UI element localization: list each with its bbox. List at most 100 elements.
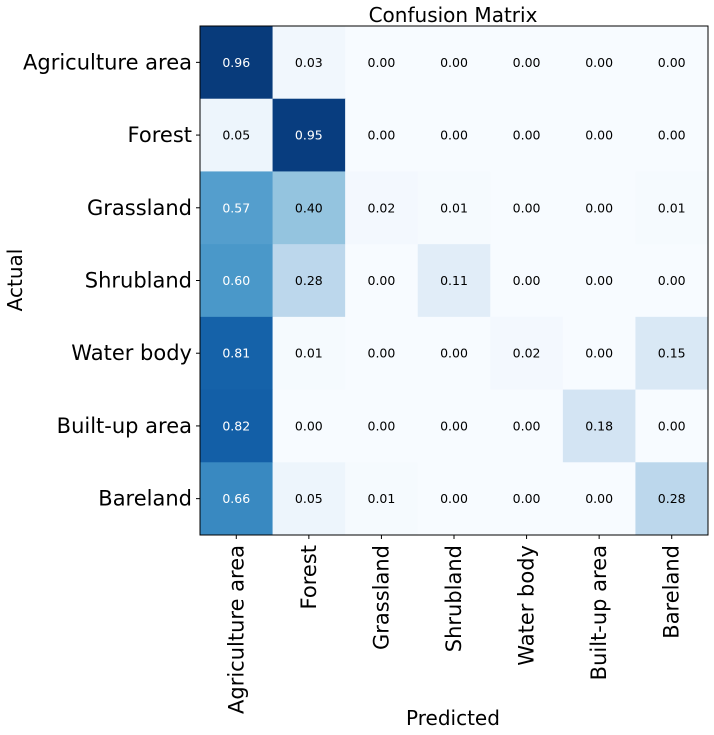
heatmap-cell xyxy=(490,316,564,391)
x-tick-label: Forest xyxy=(297,545,321,609)
heatmap-cell xyxy=(635,171,709,245)
cell-value-label: 0.02 xyxy=(368,200,396,215)
heatmap-cell xyxy=(417,462,491,536)
cell-value-label: 0.15 xyxy=(658,346,686,361)
cell-value-label: 0.40 xyxy=(295,200,323,215)
cell-value-label: 0.02 xyxy=(513,346,541,361)
cell-value-label: 0.00 xyxy=(368,55,396,70)
heatmap-cell xyxy=(635,389,709,463)
heatmap-cell xyxy=(635,244,709,318)
cell-value-label: 0.81 xyxy=(222,346,250,361)
cell-value-label: 0.00 xyxy=(440,491,468,506)
cell-value-label: 0.96 xyxy=(222,55,250,70)
cell-value-label: 0.03 xyxy=(295,55,323,70)
x-tick-label: Agriculture area xyxy=(224,545,248,714)
heatmap-cell xyxy=(200,98,274,172)
heatmap-cell xyxy=(200,244,274,318)
cell-value-label: 0.00 xyxy=(513,55,541,70)
cell-value-label: 0.66 xyxy=(222,491,250,506)
heatmap-cell xyxy=(417,316,491,391)
y-tick-label: Forest xyxy=(128,123,192,147)
cell-value-label: 0.00 xyxy=(513,418,541,433)
y-tick-labels: Agriculture area Forest Grassland Shrubland… xyxy=(23,50,200,511)
heatmap-cell xyxy=(490,462,564,536)
cell-value-label: 0.05 xyxy=(295,491,323,506)
heatmap-cell xyxy=(272,244,346,318)
heatmap-cell xyxy=(635,316,709,391)
cell-value-label: 0.05 xyxy=(222,128,250,143)
heatmap-cell xyxy=(272,26,346,100)
heatmap-cell xyxy=(417,389,491,463)
heatmap-cell xyxy=(345,462,419,536)
y-tick-label: Water body xyxy=(71,341,192,365)
heatmap-cell xyxy=(562,171,636,245)
heatmap-cell xyxy=(200,26,274,100)
heatmap-cell xyxy=(345,26,419,100)
heatmap-cell xyxy=(417,171,491,245)
heatmap-cell xyxy=(272,171,346,245)
heatmap-cell xyxy=(490,171,564,245)
heatmap-cell xyxy=(562,316,636,391)
heatmap-cell xyxy=(417,26,491,100)
heatmap-cell xyxy=(345,389,419,463)
y-tick-label: Bareland xyxy=(98,487,192,511)
heatmap-cell xyxy=(490,389,564,463)
heatmap-cell xyxy=(562,98,636,172)
y-tick-label: Agriculture area xyxy=(23,50,192,74)
cell-value-label: 0.01 xyxy=(658,200,686,215)
heatmap-cell xyxy=(272,316,346,391)
cell-value-label: 0.00 xyxy=(368,418,396,433)
heatmap-cell xyxy=(200,389,274,463)
y-tick-label: Shrubland xyxy=(85,269,192,293)
heatmap-cell xyxy=(200,462,274,536)
heatmap-cell xyxy=(562,244,636,318)
heatmap-cell xyxy=(635,462,709,536)
cell-value-label: 0.00 xyxy=(658,273,686,288)
y-tick-label: Built-up area xyxy=(57,414,192,438)
cell-value-label: 0.00 xyxy=(440,346,468,361)
cell-value-label: 0.01 xyxy=(295,346,323,361)
cell-value-label: 0.11 xyxy=(440,273,468,288)
cell-value-label: 0.00 xyxy=(585,346,613,361)
heatmap-cell xyxy=(272,389,346,463)
heatmap-cell xyxy=(345,171,419,245)
cell-value-label: 0.00 xyxy=(585,491,613,506)
heatmap-cell xyxy=(635,26,709,100)
cell-value-label: 0.00 xyxy=(440,128,468,143)
x-tick-label: Shrubland xyxy=(442,545,466,652)
cell-value-label: 0.00 xyxy=(513,128,541,143)
x-tick-label: Water body xyxy=(515,545,539,666)
heatmap-cell xyxy=(562,462,636,536)
cell-value-label: 0.00 xyxy=(368,346,396,361)
y-tick-label: Grassland xyxy=(87,196,192,220)
cell-value-label: 0.95 xyxy=(295,128,323,143)
cell-value-label: 0.00 xyxy=(513,200,541,215)
cell-value-label: 0.00 xyxy=(440,55,468,70)
cell-value-label: 0.60 xyxy=(222,273,250,288)
cell-value-label: 0.00 xyxy=(658,128,686,143)
heatmap-cell xyxy=(272,462,346,536)
x-tick-labels: Agriculture area Forest Grassland Shrubland… xyxy=(224,535,684,714)
cell-value-label: 0.28 xyxy=(295,273,323,288)
cell-value-label: 0.00 xyxy=(658,418,686,433)
heatmap-cell xyxy=(272,98,346,172)
cell-value-label: 0.00 xyxy=(368,273,396,288)
cell-value-label: 0.57 xyxy=(222,200,250,215)
x-tick-label: Bareland xyxy=(660,545,684,639)
cell-value-label: 0.18 xyxy=(585,418,613,433)
heatmap-cell xyxy=(635,98,709,172)
heatmap-cell xyxy=(200,171,274,245)
cell-value-label: 0.00 xyxy=(585,273,613,288)
heatmap-cell xyxy=(200,316,274,391)
x-tick-label: Grassland xyxy=(369,545,393,650)
cell-value-label: 0.00 xyxy=(513,491,541,506)
heatmap-cell xyxy=(490,244,564,318)
cell-value-label: 0.00 xyxy=(585,55,613,70)
cell-value-label: 0.01 xyxy=(440,200,468,215)
heatmap-cell xyxy=(562,389,636,463)
heatmap-cell xyxy=(490,98,564,172)
cell-value-label: 0.00 xyxy=(585,200,613,215)
heatmap-cell xyxy=(345,98,419,172)
heatmap-cell xyxy=(490,26,564,100)
